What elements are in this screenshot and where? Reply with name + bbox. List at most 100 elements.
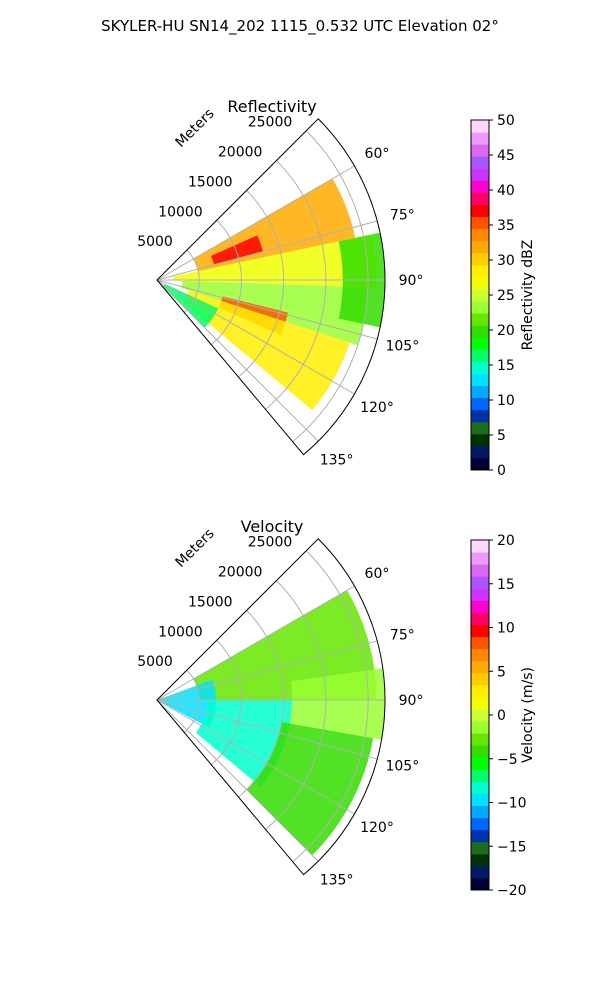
colorbar-tick-label: −10 [497, 796, 527, 812]
colorbar-swatch [471, 684, 489, 698]
colorbar-tick-label: 0 [497, 708, 506, 724]
colorbar-swatch [471, 168, 489, 181]
colorbar-swatch [471, 793, 489, 807]
range-ring-2 [210, 219, 242, 346]
azimuth-tick-label: 75° [390, 627, 415, 643]
colorbar-swatch [471, 660, 489, 674]
figure-suptitle: SKYLER-HU SN14_202 1115_0.532 UTC Elevat… [101, 17, 499, 36]
colorbar-tick-label: 35 [497, 218, 515, 234]
range-tick-label: 20000 [218, 565, 263, 581]
colorbar-swatch [471, 144, 489, 157]
echo-region-2 [211, 235, 264, 265]
sector-outline [156, 118, 386, 456]
colorbar-tick-label: −15 [497, 839, 527, 855]
colorbar-tick-label: −5 [497, 752, 518, 768]
colorbar-swatch [471, 325, 489, 338]
colorbar-swatch [471, 877, 489, 891]
colorbar-swatch [471, 672, 489, 686]
colorbar-swatch [471, 397, 489, 411]
velocity-colorbar: −20 −15 −10 −5 0 5 10 15 20 Velocity (m/s) [470, 533, 536, 899]
range-tick-label: 10000 [158, 204, 203, 220]
azimuth-tick-label: 75° [390, 207, 415, 223]
colorbar-swatch [471, 805, 489, 819]
colorbar-tick-label: 5 [497, 428, 506, 444]
reflectivity-title: Reflectivity [227, 97, 316, 116]
colorbar-swatch [471, 564, 489, 577]
azimuth-tick-label: 90° [399, 693, 424, 709]
colorbar-tick-label: 15 [497, 358, 515, 374]
colorbar-swatch [471, 841, 489, 855]
colorbar-tick-label: 40 [497, 183, 515, 199]
colorbar-swatch [471, 288, 489, 302]
azimuth-tick-label: 90° [399, 273, 424, 289]
colorbar-tick-label: 45 [497, 148, 515, 164]
colorbar-swatch [471, 228, 489, 242]
colorbar-swatch [471, 457, 489, 471]
colorbar-swatch [471, 721, 489, 734]
echo-region-6 [182, 290, 350, 411]
azimuth-tick-label: 60° [365, 146, 390, 162]
colorbar-swatch [471, 865, 489, 879]
range-ring-4 [265, 580, 327, 830]
colorbar-tick-label: 10 [497, 393, 515, 409]
colorbar-swatch [471, 757, 489, 770]
colorbar-swatch [471, 829, 489, 843]
colorbar-swatch [471, 540, 489, 553]
colorbar-swatch [471, 349, 489, 362]
colorbar-tick-label: 30 [497, 253, 515, 269]
colorbar-swatch [471, 588, 489, 601]
colorbar-swatch [471, 745, 489, 758]
range-ring-2 [210, 639, 242, 766]
range-tick-label: 15000 [188, 174, 233, 190]
azimuth-gridline-4 [156, 279, 378, 340]
reflectivity-panel: Reflectivity 60° 75° 90° 105° 120° 135° 5000 10… [137, 97, 536, 479]
azimuth-gridline-5 [156, 699, 355, 815]
colorbar-swatch [471, 252, 489, 266]
colorbar-tick-label: 20 [497, 533, 515, 549]
range-tick-label: 5000 [137, 234, 173, 250]
echo-region-5 [290, 668, 385, 740]
range-tick-label: 15000 [188, 594, 233, 610]
colorbar-tick-label: 5 [497, 664, 506, 680]
colorbar-swatch [471, 409, 489, 423]
colorbar-swatch [471, 180, 489, 193]
reflectivity-colorbar: 0 5 10 15 20 25 30 35 40 45 50 Reflectivity dBZ [470, 113, 536, 479]
colorbar-tick-label: 15 [497, 577, 515, 593]
colorbar-tick-label: 10 [497, 621, 515, 637]
range-axis-label: Meters [173, 526, 218, 571]
range-ring-5 [292, 130, 369, 443]
colorbar-tick-label: 25 [497, 288, 515, 304]
colorbar-swatch [471, 240, 489, 254]
colorbar-swatch [471, 192, 489, 205]
colorbar-swatch [471, 817, 489, 831]
colorbar-swatch [471, 264, 489, 278]
azimuth-gridline-1 [156, 585, 355, 701]
colorbar-swatch [471, 421, 489, 435]
colorbar-swatch [471, 600, 489, 613]
azimuth-tick-label: 120° [360, 820, 394, 836]
azimuth-gridline-2 [156, 640, 378, 701]
reflectivity-sector: 60° 75° 90° 105° 120° 135° 5000 10000 15000 20000… [137, 106, 423, 469]
colorbar-swatch [471, 313, 489, 326]
sector-outline [156, 538, 386, 876]
range-ring-3 [238, 610, 285, 798]
range-tick-label: 25000 [248, 535, 293, 551]
azimuth-gridline-6 [156, 699, 319, 862]
colorbar-swatch [471, 552, 489, 565]
colorbar-swatch [471, 853, 489, 867]
range-ring-5 [292, 550, 369, 863]
colorbar-swatch [471, 696, 489, 710]
colorbar-swatch [471, 276, 489, 290]
colorbar-swatch [471, 648, 489, 662]
azimuth-gridline-1 [156, 165, 355, 281]
range-tick-label: 10000 [158, 624, 203, 640]
colorbar-tick-label: 0 [497, 463, 506, 479]
velocity-title: Velocity [241, 517, 304, 536]
echo-region-2 [157, 679, 217, 728]
range-ring-3 [238, 190, 285, 378]
colorbar-label: Velocity (m/s) [520, 667, 536, 763]
azimuth-tick-label: 135° [320, 453, 354, 469]
colorbar-tick-label: 50 [497, 113, 515, 129]
azimuth-gridline-6 [156, 279, 319, 442]
